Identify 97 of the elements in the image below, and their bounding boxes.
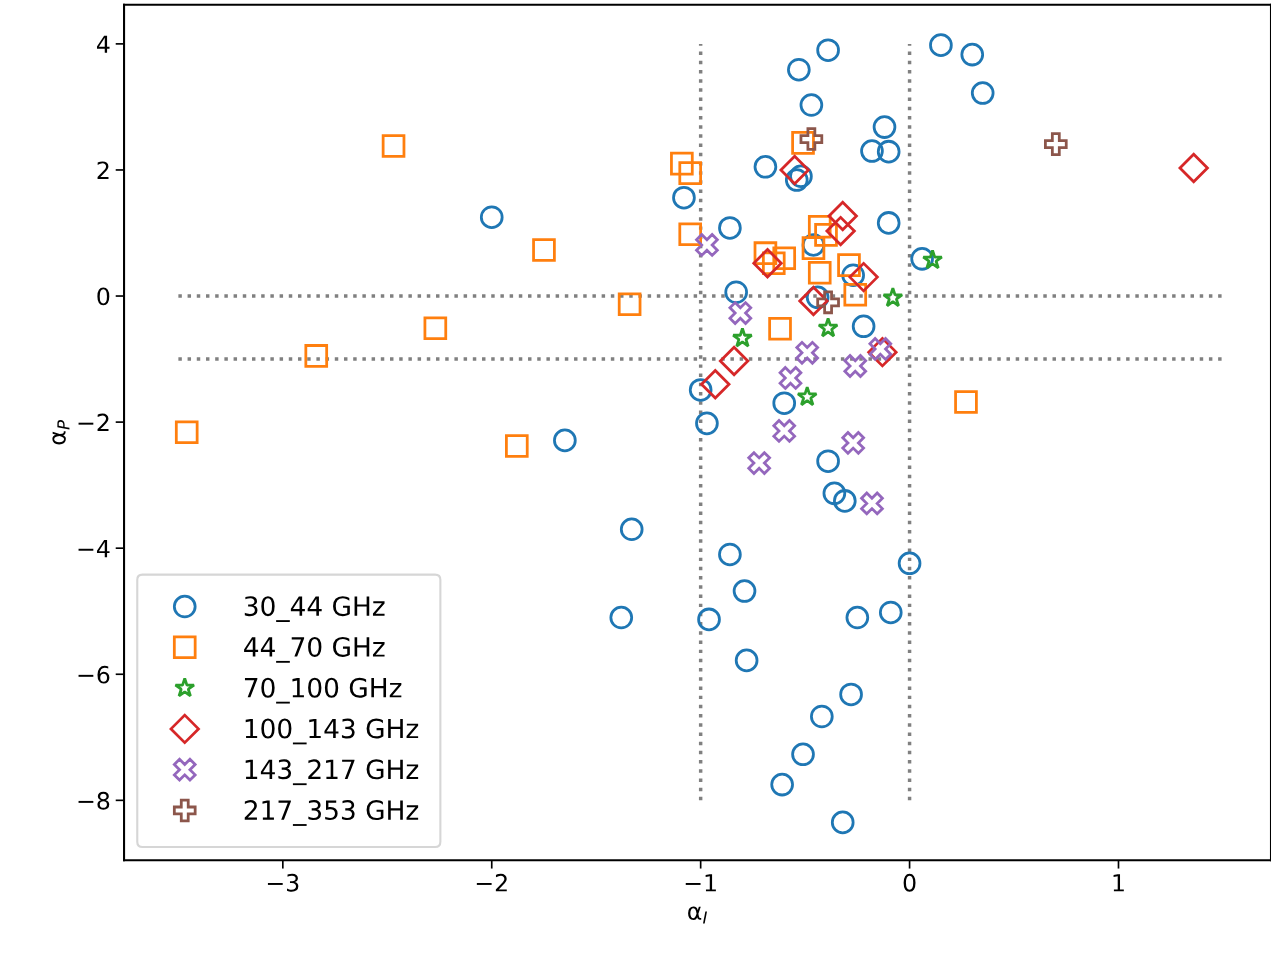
point [553,428,577,453]
point [929,33,953,57]
point [882,286,904,308]
point [845,605,870,630]
point [672,185,696,210]
x-tick-label: 1 [1113,874,1124,892]
point [810,704,834,729]
point [799,93,824,117]
point [876,211,901,235]
x-tick-label: −1 [685,874,716,892]
point [772,246,797,271]
legend-label: 30_44 GHz [244,596,385,622]
point [778,366,803,390]
point [718,345,750,377]
point [779,154,810,186]
point [921,248,944,270]
x-tick-label: 0 [903,873,916,892]
point [752,248,783,279]
point [532,238,556,262]
point [695,233,719,257]
point [860,139,884,163]
point [970,81,995,105]
y-tick-label: −4 [78,539,110,558]
point [795,340,820,365]
point [827,200,858,232]
point [731,327,754,348]
point [796,385,818,407]
point [833,489,857,513]
point [718,542,742,567]
x-axis-title: α$_{I}$ [688,906,707,924]
point [700,369,731,400]
point [878,600,903,625]
point [609,605,634,630]
point [619,517,644,542]
point [1044,132,1068,156]
point [851,314,876,339]
point [960,42,985,67]
point [876,139,901,164]
point [734,648,759,673]
point [816,449,840,473]
point [799,127,824,151]
point [174,420,199,444]
y-tick-label: −8 [78,791,110,810]
y-axis-title: α$_{P}$ [52,420,70,445]
point [872,115,897,139]
point [381,134,406,158]
point [848,261,879,293]
y-tick-label: 2 [97,161,109,179]
point [841,431,865,455]
x-tick-label: −2 [476,873,507,892]
legend-label: 143_217 GHz [245,759,419,786]
y-tick-label: 0 [97,287,110,306]
point [617,292,642,317]
x-tick-label: −3 [267,873,299,892]
point [772,419,797,443]
point [839,682,863,707]
point [753,155,778,179]
point [816,38,840,62]
point [837,253,861,277]
point [897,551,922,576]
point [724,280,748,305]
point [423,316,448,340]
point [732,579,757,603]
point [817,317,839,338]
point [807,260,832,285]
point [843,282,868,307]
point [304,344,329,368]
point [816,290,840,315]
point [791,742,815,767]
point [830,810,855,835]
point [772,391,797,415]
point [670,151,694,176]
point [747,451,771,475]
legend-label: 70_100 GHz [244,677,402,704]
point [954,390,978,414]
point [860,491,884,516]
point [825,215,856,247]
point [728,301,753,325]
point [688,378,713,402]
y-tick-label: −2 [78,413,109,432]
y-tick-label: −6 [78,665,110,684]
point [678,161,703,185]
legend-label: 217_353 GHz [244,800,419,826]
point [695,411,719,436]
point [718,216,742,240]
point [822,481,847,506]
legend-label: 100_143 GHz [245,718,419,745]
point [787,57,811,82]
point [768,317,792,341]
point [843,354,868,378]
point [770,772,794,797]
point [479,205,504,230]
point [697,607,721,632]
y-tick-label: 4 [96,35,110,53]
point [1178,152,1209,184]
point [505,434,529,458]
legend-label: 44_70 GHz [244,636,385,663]
